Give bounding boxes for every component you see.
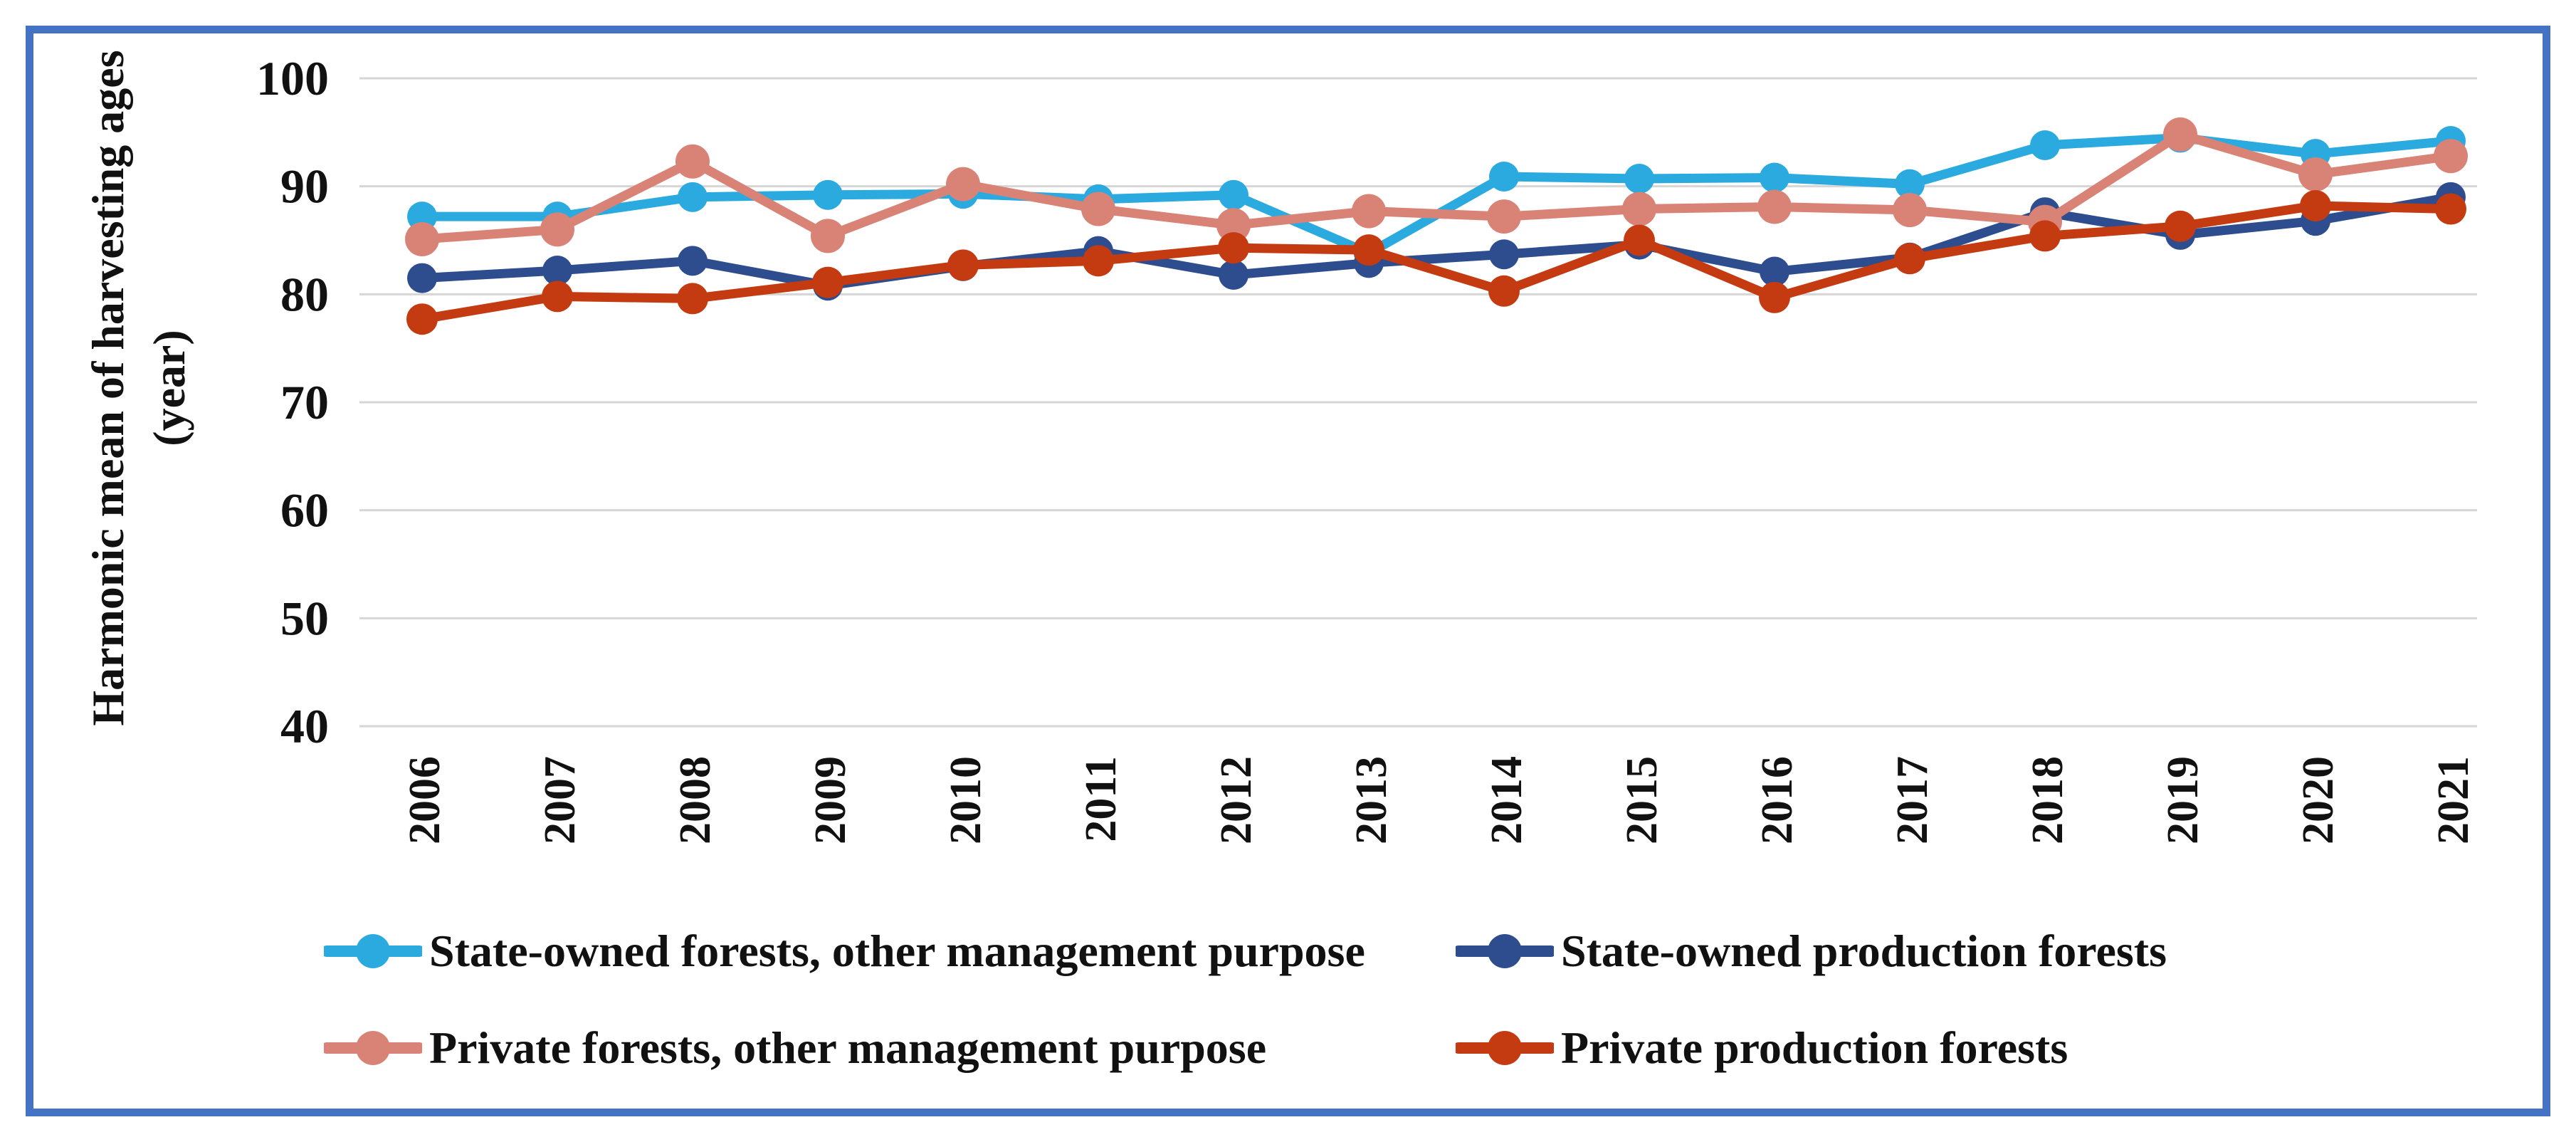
data-point (947, 249, 979, 281)
data-point (2435, 193, 2466, 225)
x-tick-label-2010: 2010 (942, 756, 990, 844)
data-point (1489, 239, 1519, 270)
x-tick-label-2012: 2012 (1212, 756, 1261, 844)
data-point (811, 219, 845, 253)
x-tick-label-2007: 2007 (536, 756, 584, 844)
x-tick-label-2020: 2020 (2294, 756, 2343, 844)
x-tick-label-2015: 2015 (1618, 756, 1666, 844)
data-point (2300, 189, 2331, 221)
data-point (813, 179, 843, 210)
legend-marker-dot (1488, 1031, 1522, 1065)
data-point (2163, 117, 2197, 152)
data-point (1352, 194, 1386, 229)
data-point (1894, 243, 1925, 275)
data-point (1353, 234, 1384, 266)
data-point (1760, 162, 1789, 193)
legend-label: Private production forests (1561, 1022, 2068, 1073)
legend-label: Private forests, other management purpos… (429, 1022, 1267, 1073)
data-point (2030, 130, 2060, 161)
legend-marker-icon (1456, 934, 1554, 968)
data-point (405, 221, 439, 256)
data-point (1760, 256, 1789, 287)
x-tick-label-2011: 2011 (1077, 756, 1125, 842)
data-point (540, 212, 574, 247)
series-line (417, 192, 2456, 290)
data-point (542, 281, 573, 313)
series-line (417, 201, 2456, 324)
data-point (946, 167, 980, 201)
data-point (1219, 260, 1248, 290)
y-tick-label-60: 60 (280, 483, 329, 538)
legend-marker-dot (1488, 934, 1522, 968)
legend-marker-icon (1456, 1031, 1554, 1065)
x-tick-label-2013: 2013 (1347, 756, 1396, 844)
legend-label: State-owned forests, other management pu… (429, 926, 1365, 976)
data-point (1218, 232, 1249, 264)
y-tick-label-100: 100 (256, 51, 329, 105)
legend-marker-dot (356, 934, 390, 968)
legend-row-1: State-owned forests, other management pu… (0, 903, 2576, 1000)
data-point (1489, 162, 1519, 192)
data-point (1083, 245, 1114, 277)
x-tick-label-2006: 2006 (401, 756, 449, 844)
data-point (1759, 281, 1790, 313)
legend-item: State-owned production forests (1456, 903, 2167, 1000)
legend-item: Private forests, other management purpos… (324, 1000, 1266, 1096)
legend-marker-dot (356, 1031, 390, 1065)
data-point (1624, 224, 1655, 256)
x-tick-label-2014: 2014 (1483, 756, 1531, 844)
chart-legend: State-owned forests, other management pu… (0, 903, 2576, 1096)
x-tick-label-2017: 2017 (1888, 756, 1937, 844)
data-point (677, 283, 708, 315)
legend-marker-icon (324, 934, 422, 968)
legend-marker-icon (324, 1031, 422, 1065)
x-tick-label-2008: 2008 (671, 756, 720, 844)
data-point (2434, 139, 2468, 174)
figure-border (26, 26, 2550, 1116)
series-3 (405, 117, 2468, 256)
data-point (1895, 169, 1925, 199)
legend-item: State-owned forests, other management pu… (324, 903, 1365, 1000)
y-tick-label-40: 40 (280, 699, 329, 753)
data-point (2298, 157, 2333, 192)
data-point (678, 246, 708, 276)
data-point (2165, 210, 2196, 242)
data-point (407, 263, 437, 293)
data-point (1757, 189, 1792, 224)
data-point (675, 144, 710, 179)
data-point (1488, 275, 1520, 307)
data-point (2029, 220, 2061, 252)
y-axis-tick-labels: 100 90 80 70 60 50 40 (256, 51, 329, 753)
x-tick-label-2019: 2019 (2159, 756, 2207, 844)
data-point (406, 303, 438, 335)
y-tick-label-70: 70 (280, 375, 329, 429)
x-tick-label-2018: 2018 (2024, 756, 2072, 844)
data-point (812, 266, 843, 298)
x-tick-label-2021: 2021 (2429, 756, 2478, 844)
data-point (1081, 192, 1115, 226)
series-4 (406, 189, 2466, 335)
data-point (1487, 199, 1521, 234)
x-tick-label-2009: 2009 (806, 756, 855, 844)
y-tick-label-50: 50 (280, 591, 329, 645)
legend-item: Private production forests (1456, 1000, 2068, 1096)
data-point (1624, 164, 1654, 194)
data-point (1893, 193, 1927, 228)
data-point (678, 182, 708, 212)
x-axis-tick-labels: 2006 2007 2008 2009 2010 2011 2012 2013 2014 2015… (401, 756, 2478, 844)
y-tick-label-80: 80 (280, 267, 329, 321)
data-point (1622, 192, 1656, 226)
series-line (417, 130, 2456, 244)
legend-label: State-owned production forests (1561, 926, 2167, 976)
legend-row-2: Private forests, other management purpos… (0, 1000, 2576, 1096)
data-point (1216, 208, 1251, 243)
x-tick-label-2016: 2016 (1753, 756, 1802, 844)
data-point (1219, 179, 1248, 210)
data-point (542, 255, 572, 286)
data-series (405, 117, 2468, 335)
y-tick-label-90: 90 (280, 159, 329, 214)
gridlines (359, 77, 2477, 728)
